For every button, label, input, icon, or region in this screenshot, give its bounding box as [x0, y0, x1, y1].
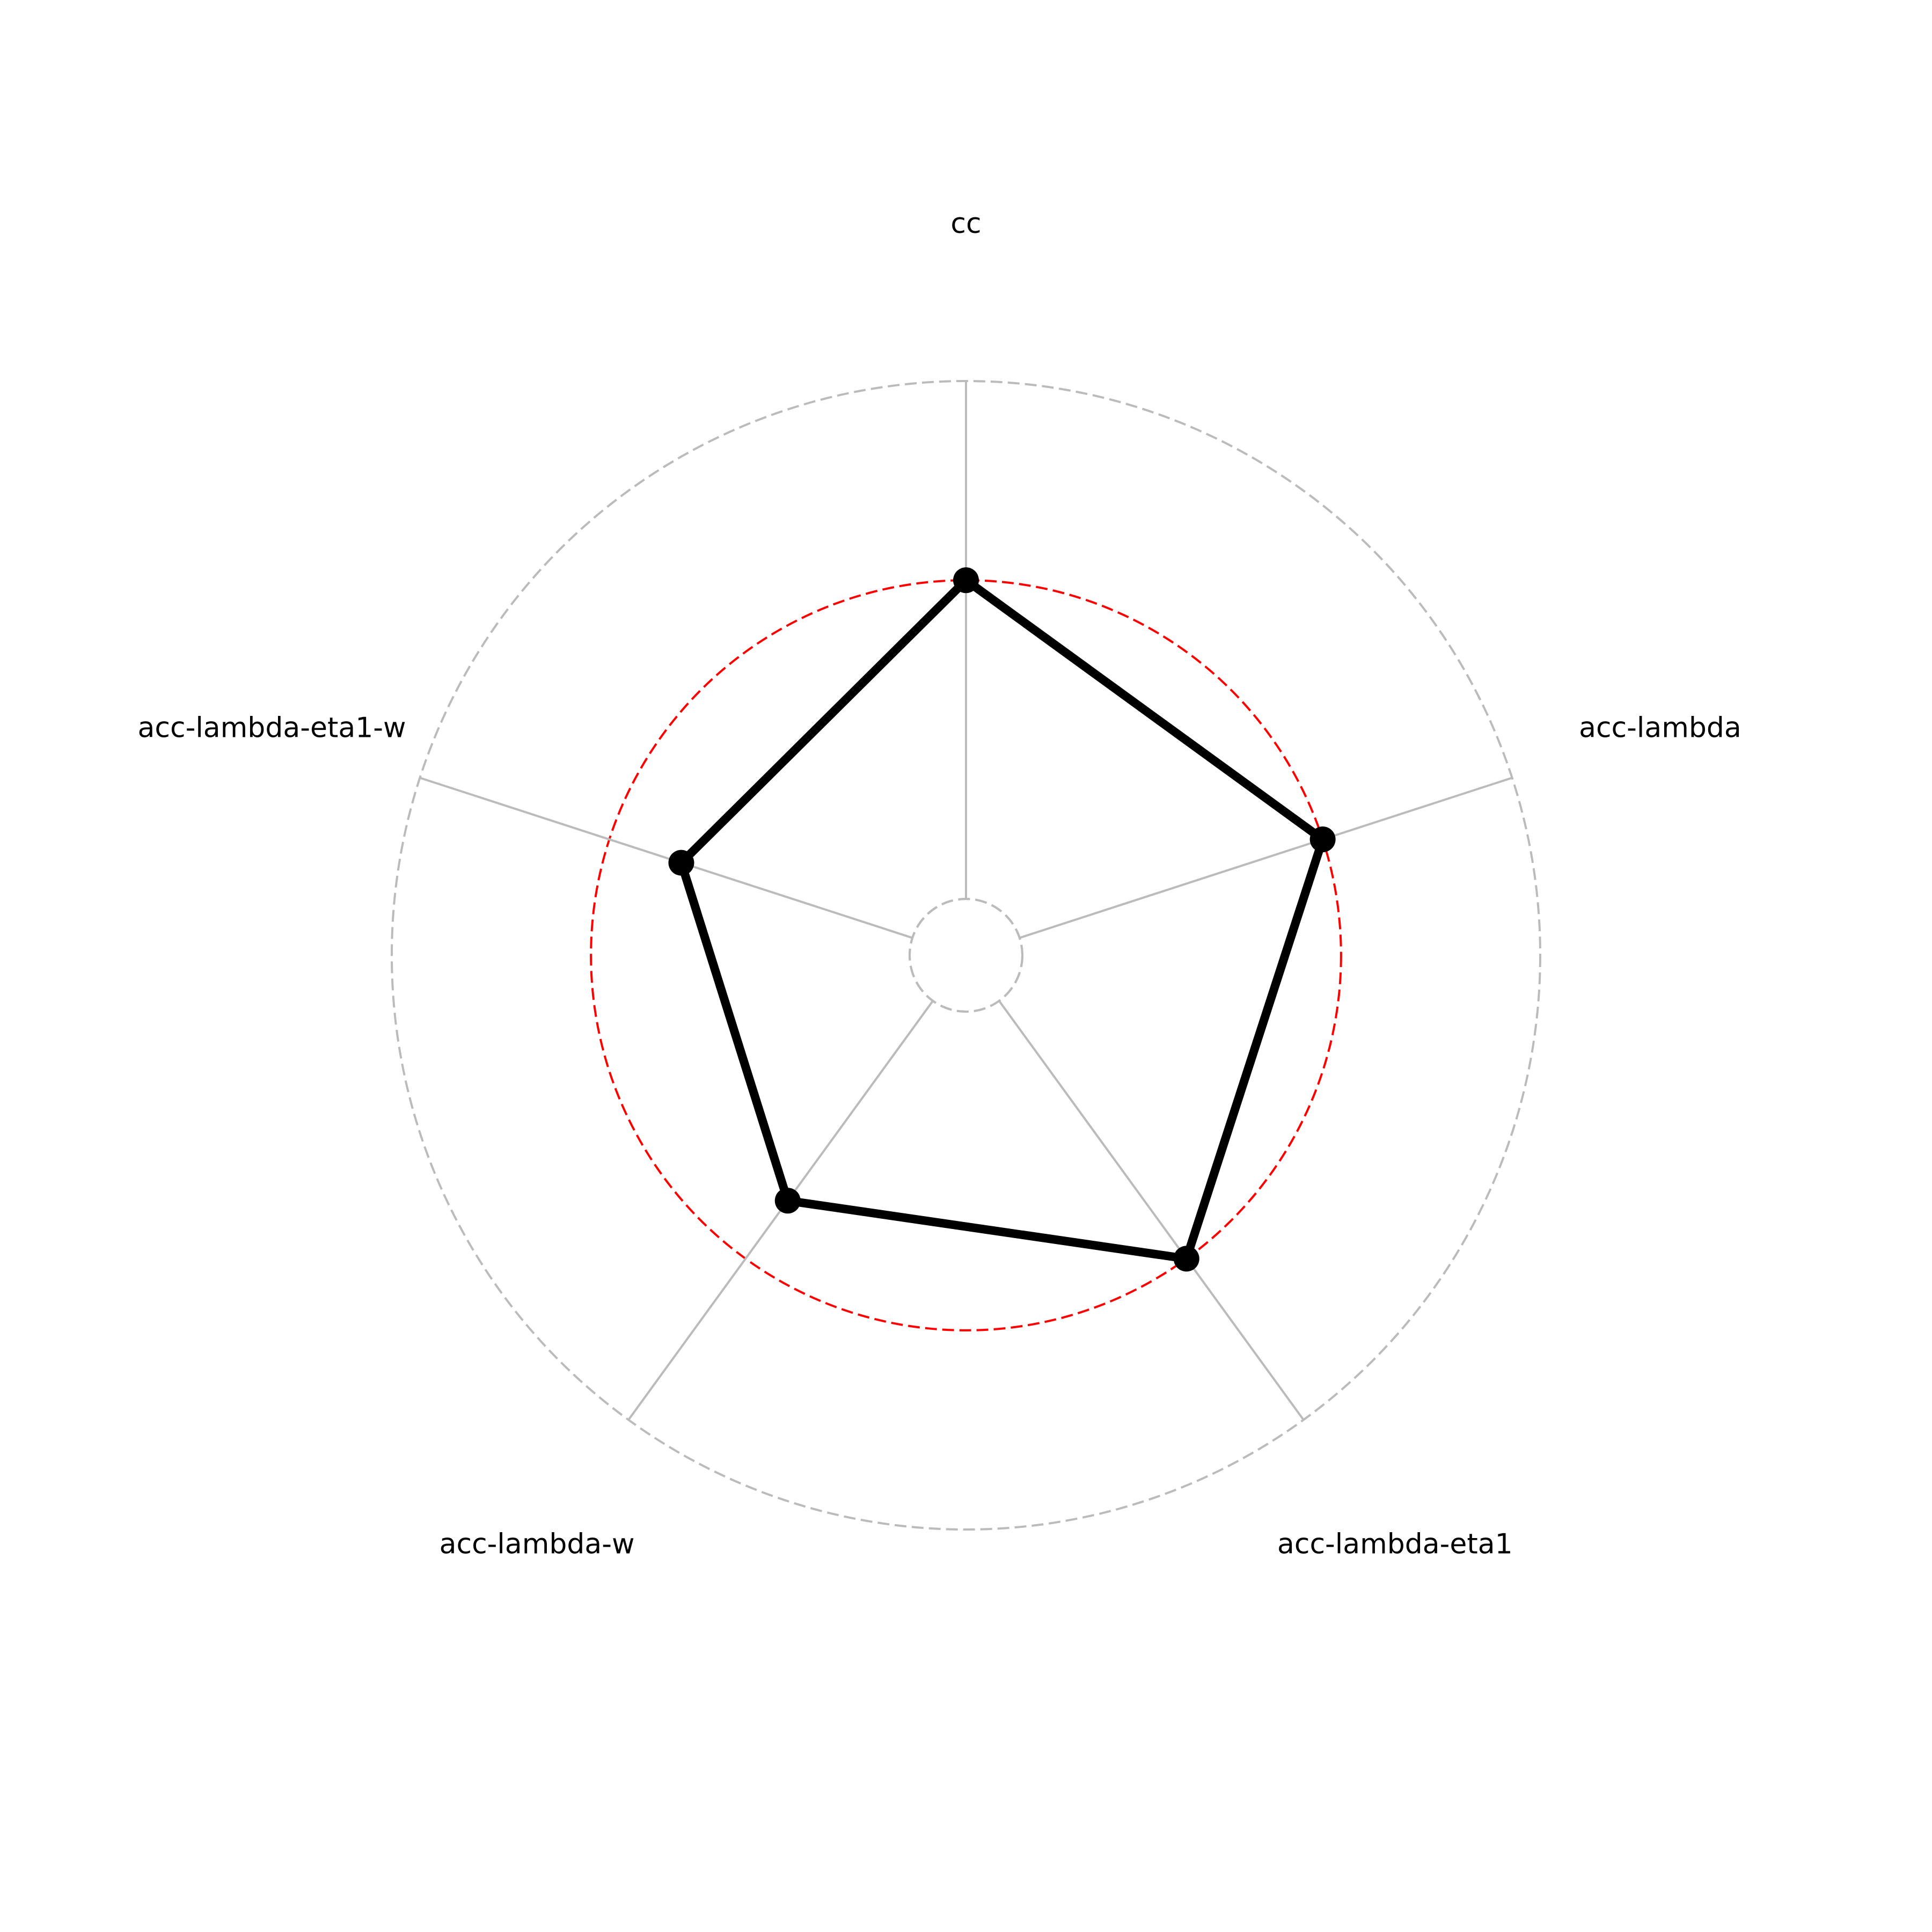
data-point-acc-lambda-eta1	[1173, 1246, 1199, 1272]
series-line-0	[676, 574, 1328, 1264]
axis-label-acc-lambda-eta1-w: acc-lambda-eta1-w	[138, 712, 406, 744]
spoke-acc-lambda-eta1	[998, 1000, 1305, 1421]
axis-label-acc-lambda: acc-lambda	[1579, 712, 1741, 744]
spoke-acc-lambda	[1019, 777, 1513, 939]
data-point-acc-lambda	[1309, 826, 1336, 853]
axis-label-acc-lambda-eta1: acc-lambda-eta1	[1277, 1528, 1513, 1560]
data-point-acc-lambda-w	[774, 1188, 801, 1214]
spoke-acc-lambda-eta1-w	[419, 777, 913, 939]
radar-axis-labels: cc acc-lambda acc-lambda-eta1 acc-lambda-w a…	[138, 208, 1741, 1560]
data-point-cc	[953, 567, 979, 594]
grid-ring-1	[590, 579, 1342, 1331]
radar-spokes	[419, 381, 1513, 1421]
data-point-acc-lambda-eta1-w	[668, 850, 694, 876]
axis-label-acc-lambda-w: acc-lambda-w	[440, 1528, 635, 1560]
radar-series	[668, 567, 1336, 1272]
axis-label-cc: cc	[950, 208, 981, 240]
grid-ring-0	[909, 898, 1023, 1013]
